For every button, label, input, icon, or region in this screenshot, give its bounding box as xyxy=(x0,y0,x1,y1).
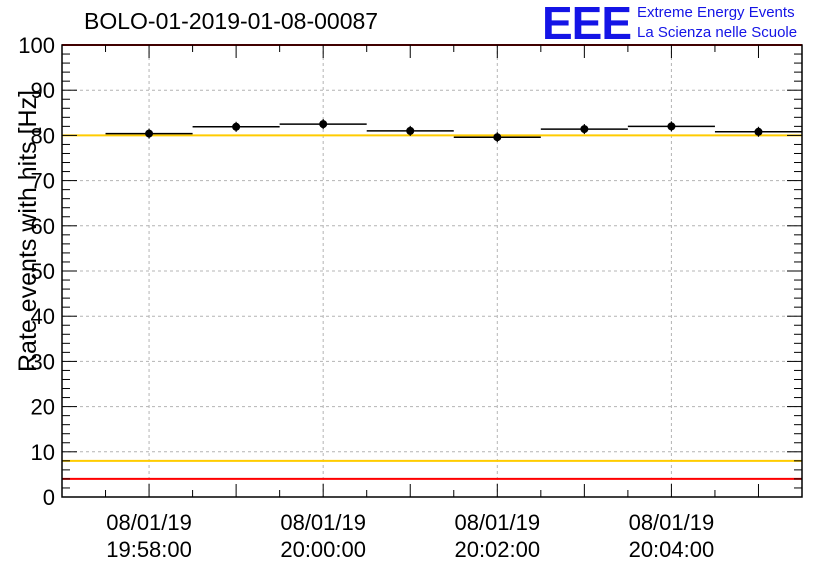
logo-text-line1: Extreme Energy Events xyxy=(637,4,795,21)
y-tick-labels: 0 10 20 30 40 50 60 70 80 90 100 xyxy=(18,33,55,510)
y-tick-label: 70 xyxy=(31,169,55,194)
data-point xyxy=(667,122,676,131)
y-axis-label: Rate events with hits [Hz] xyxy=(14,89,42,372)
logo-text-line2: La Scienza nelle Scuole xyxy=(637,24,798,41)
data-point xyxy=(493,133,502,142)
data-point xyxy=(754,127,763,136)
eee-logo: EEE Extreme Energy Events La Scienza nel… xyxy=(542,0,832,49)
y-tick-label: 0 xyxy=(43,485,55,510)
data-points xyxy=(105,119,802,143)
y-tick-label: 20 xyxy=(31,395,55,420)
x-tick-label-date: 08/01/19 xyxy=(106,510,192,535)
x-tick-label-date: 08/01/19 xyxy=(280,510,366,535)
reference-lines xyxy=(62,44,802,480)
y-tick-label: 50 xyxy=(31,259,55,284)
y-tick-label: 100 xyxy=(18,33,55,58)
data-point xyxy=(232,122,241,131)
grid-lines xyxy=(62,45,802,497)
eee-logo-mark: EEE xyxy=(542,0,632,49)
y-tick-label: 90 xyxy=(31,78,55,103)
y-tick-label: 80 xyxy=(31,123,55,148)
data-point xyxy=(145,129,154,138)
x-tick-label-time: 20:00:00 xyxy=(280,537,366,562)
x-tick-label-date: 08/01/19 xyxy=(454,510,540,535)
x-tick-label-date: 08/01/19 xyxy=(629,510,715,535)
data-point xyxy=(580,125,589,134)
x-tick-label-time: 20:04:00 xyxy=(629,537,715,562)
y-tick-label: 60 xyxy=(31,214,55,239)
y-tick-label: 40 xyxy=(31,304,55,329)
axis-ticks xyxy=(61,44,803,498)
x-tick-label-time: 20:02:00 xyxy=(454,537,540,562)
data-point xyxy=(319,120,328,129)
data-point xyxy=(406,126,415,135)
chart-title: BOLO-01-2019-01-08-00087 xyxy=(84,8,379,34)
x-tick-labels: 08/01/1919:58:0008/01/1920:00:0008/01/19… xyxy=(106,510,714,562)
x-tick-label-time: 19:58:00 xyxy=(106,537,192,562)
y-tick-label: 10 xyxy=(31,440,55,465)
y-tick-label: 30 xyxy=(31,349,55,374)
